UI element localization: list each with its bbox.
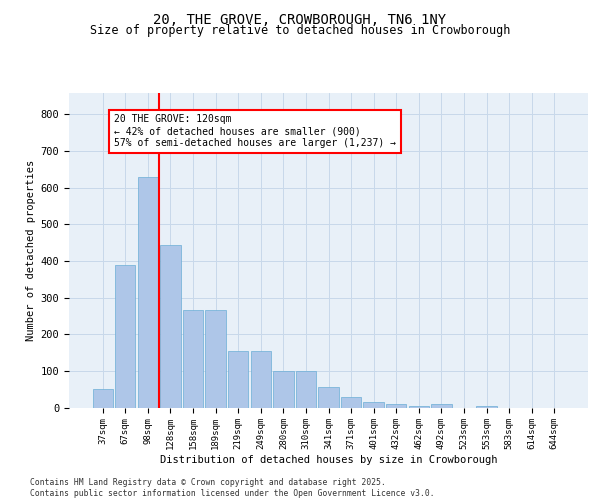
Bar [319,388,338,407]
Bar [386,404,406,407]
Bar [341,396,361,407]
Text: 20 THE GROVE: 120sqm
← 42% of detached houses are smaller (900)
57% of semi-deta: 20 THE GROVE: 120sqm ← 42% of detached h… [114,114,396,148]
Bar [183,310,203,408]
Bar [476,406,497,407]
Bar [115,264,136,408]
Y-axis label: Number of detached properties: Number of detached properties [26,160,37,340]
Bar [409,406,429,407]
Bar [431,404,452,407]
Text: Contains HM Land Registry data © Crown copyright and database right 2025.
Contai: Contains HM Land Registry data © Crown c… [30,478,434,498]
Bar [296,371,316,408]
Text: Size of property relative to detached houses in Crowborough: Size of property relative to detached ho… [90,24,510,37]
Bar [205,310,226,408]
X-axis label: Distribution of detached houses by size in Crowborough: Distribution of detached houses by size … [160,455,497,465]
Bar [92,389,113,407]
Bar [160,244,181,408]
Bar [251,350,271,408]
Bar [138,176,158,408]
Text: 20, THE GROVE, CROWBOROUGH, TN6 1NY: 20, THE GROVE, CROWBOROUGH, TN6 1NY [154,12,446,26]
Bar [228,350,248,408]
Bar [273,371,293,408]
Bar [364,402,384,407]
